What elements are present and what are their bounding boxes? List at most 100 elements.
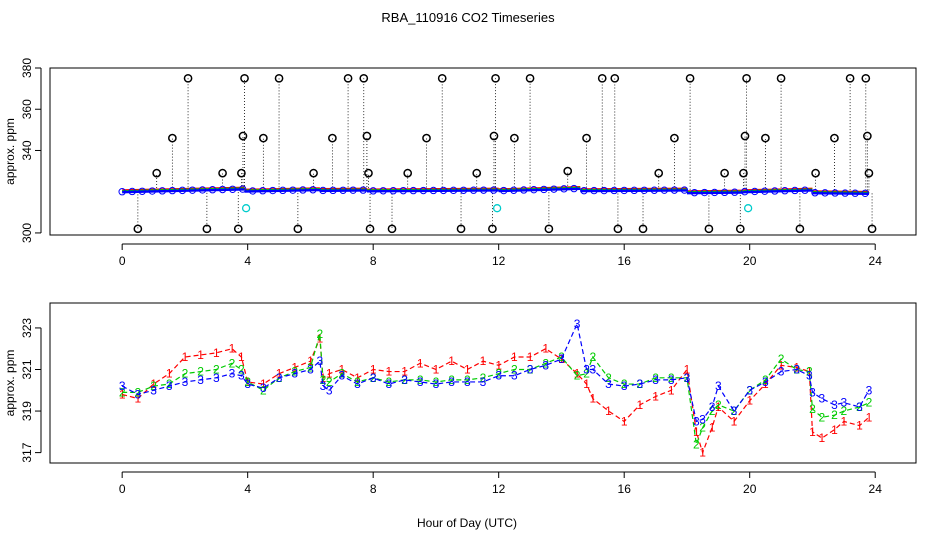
series-2-point: 2 — [809, 402, 816, 416]
outlier-point — [510, 133, 519, 143]
top-x-tick-label: 0 — [119, 254, 126, 268]
series-1-point: 1 — [448, 354, 455, 368]
outlier-point — [472, 168, 482, 178]
series-2-point: 2 — [856, 400, 863, 414]
outlier-point — [359, 73, 369, 83]
series-3-point: 3 — [668, 373, 675, 387]
series-1-point: 1 — [684, 362, 691, 376]
series-3-point: 3 — [370, 371, 377, 385]
top-series-3-marker — [740, 187, 749, 196]
outlier-point — [240, 73, 249, 83]
outlier-point — [133, 224, 143, 234]
flag-point — [241, 204, 251, 213]
outlier-point — [795, 224, 805, 234]
series-2-point: 2 — [806, 365, 813, 379]
top-series-3-marker — [520, 186, 528, 194]
top-series-3-marker — [379, 187, 387, 195]
top-series-3-marker — [409, 186, 418, 195]
series-2-point: 2 — [715, 398, 722, 412]
series-2-point: 2 — [386, 375, 393, 389]
top-series-3-marker — [359, 186, 367, 194]
series-2-point: 2 — [229, 356, 236, 370]
series-3-point: 3 — [652, 373, 659, 387]
top-series-3-trace — [580, 189, 687, 193]
top-series-3-marker — [670, 186, 679, 194]
series-2-point: 2 — [621, 377, 628, 391]
series-3-point: 3 — [238, 369, 245, 383]
series-1-point: 1 — [495, 358, 502, 372]
series-3-point: 3 — [182, 375, 189, 389]
series-1-point: 1 — [621, 414, 628, 428]
series-2-point: 2 — [338, 367, 345, 381]
top-series-3-marker — [730, 188, 739, 196]
series-1-point: 1 — [433, 362, 440, 376]
series-3-point: 3 — [637, 377, 644, 391]
series-1-point: 1 — [480, 354, 487, 368]
top-series-3-marker — [369, 187, 377, 195]
series-1-point: 1 — [370, 362, 377, 376]
top-series-3-marker — [500, 186, 508, 195]
series-3-point: 3 — [307, 362, 314, 376]
top-series-3-marker — [289, 186, 297, 194]
top-series-3-marker — [389, 187, 397, 195]
series-2-point: 2 — [668, 371, 675, 385]
outlier-point — [776, 73, 786, 83]
outlier-point — [343, 73, 353, 83]
series-2-point: 2 — [709, 404, 716, 418]
series-2-point: 2 — [866, 396, 873, 410]
series-1-point: 1 — [307, 354, 314, 368]
outlier-point — [233, 224, 243, 234]
top-series-3-trace — [812, 191, 869, 195]
series-1-point: 1 — [746, 394, 753, 408]
series-3-point: 3 — [229, 367, 236, 381]
outlier-point — [638, 224, 648, 234]
series-2-point: 2 — [831, 408, 838, 422]
series-3-point: 3 — [699, 412, 706, 426]
series-2-point: 2 — [417, 373, 424, 387]
series-1-line — [122, 338, 870, 455]
series-3-point: 3 — [166, 379, 173, 393]
top-series-3-marker — [650, 186, 659, 194]
series-3-point: 3 — [213, 371, 220, 385]
series-3-point: 3 — [316, 354, 323, 368]
top-series-3-marker — [218, 185, 227, 194]
series-3-point: 3 — [417, 375, 424, 389]
outlier-point — [489, 131, 499, 141]
series-2-point: 2 — [316, 327, 323, 341]
series-1-point: 1 — [715, 400, 722, 414]
series-1-point: 1 — [197, 348, 204, 362]
series-3-point: 3 — [320, 379, 327, 393]
top-series-3-marker — [640, 186, 648, 195]
series-1-point: 1 — [693, 425, 700, 439]
top-series-3-marker — [128, 187, 136, 196]
series-2-point: 2 — [291, 365, 298, 379]
series-1-point: 1 — [709, 421, 716, 435]
top-x-tick-label: 4 — [244, 254, 251, 268]
top-series-3-marker — [208, 186, 217, 194]
series-3-point: 3 — [762, 375, 769, 389]
top-series-3-marker — [479, 186, 488, 194]
top-plot-frame — [49, 67, 917, 236]
outlier-point — [685, 73, 695, 83]
top-y-tick-label: 380 — [20, 58, 34, 78]
top-series-3-marker — [319, 186, 327, 195]
series-3-point: 3 — [621, 379, 628, 393]
top-series-3-marker — [419, 186, 428, 195]
top-series-3-marker — [761, 187, 769, 195]
top-series-3-marker — [309, 186, 317, 194]
series-1-point: 1 — [464, 362, 471, 376]
bottom-y-tick-label: 323 — [20, 318, 34, 338]
series-1-point: 1 — [558, 352, 565, 366]
series-2-point: 2 — [558, 350, 565, 364]
top-series-3-marker — [158, 187, 167, 195]
series-2-point: 2 — [511, 362, 518, 376]
series-3-point: 3 — [495, 369, 502, 383]
outlier-point — [670, 133, 679, 143]
series-3-point: 3 — [793, 362, 800, 376]
series-3-point: 3 — [731, 404, 738, 418]
outlier-point — [704, 224, 714, 234]
top-y-tick-label: 300 — [20, 223, 34, 243]
series-3-point: 3 — [806, 369, 813, 383]
series-1-point: 1 — [831, 423, 838, 437]
series-1-point: 1 — [338, 362, 345, 376]
